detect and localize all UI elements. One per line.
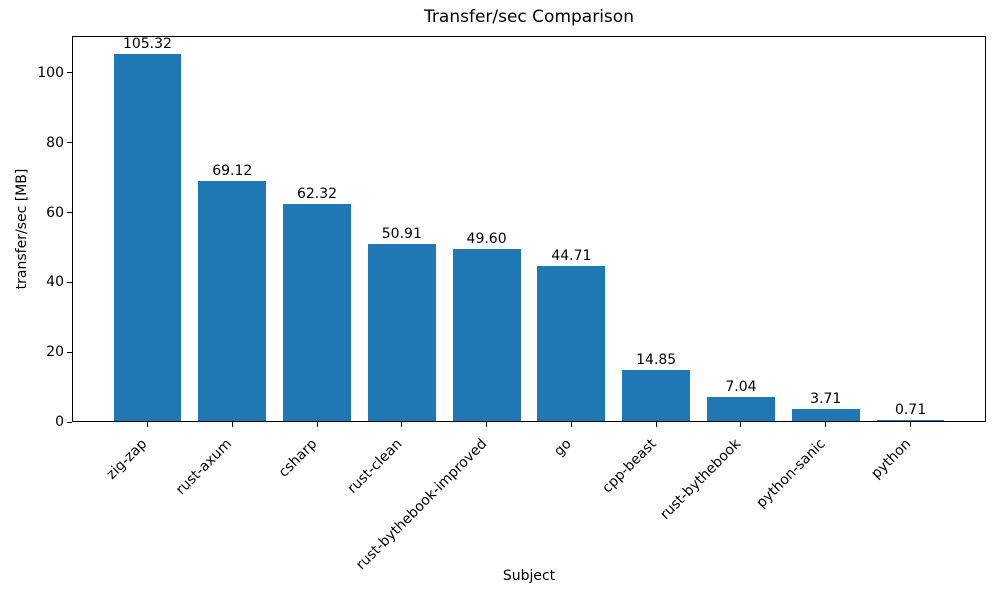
bar-rust-clean: [367, 244, 436, 421]
bar-value-label: 0.71: [894, 401, 927, 418]
y-tick-label: 20: [46, 344, 64, 361]
x-tick-mark: [910, 422, 912, 427]
x-tick-label-go: go: [551, 435, 575, 460]
x-tick-mark: [570, 422, 572, 427]
x-tick-label-rust-axum: rust-axum: [173, 435, 236, 499]
bar-value-label: 14.85: [636, 352, 677, 369]
x-tick-mark: [316, 422, 318, 427]
bar-python: [876, 419, 945, 421]
x-tick-label-cpp-beast: cpp-beast: [599, 435, 660, 497]
y-tick-label: 60: [46, 204, 64, 221]
bar-value-label: 62.32: [296, 186, 338, 203]
x-tick-mark: [740, 422, 742, 427]
bar-csharp: [283, 204, 351, 421]
y-tick-mark: [67, 212, 72, 214]
bar-zig-zap: [113, 54, 182, 421]
y-tick-label: 80: [46, 134, 64, 151]
x-tick-mark: [146, 422, 148, 427]
x-tick-label-python: python: [867, 435, 914, 482]
x-tick-mark: [401, 422, 403, 427]
y-tick-label: 40: [46, 274, 64, 291]
y-tick-mark: [67, 351, 72, 353]
x-tick-mark: [655, 422, 657, 427]
chart-title: Transfer/sec Comparison: [424, 7, 634, 27]
x-tick-mark: [825, 422, 827, 427]
y-tick-label: 0: [55, 414, 64, 430]
y-tick-mark: [67, 281, 72, 283]
bar-value-label: 50.91: [381, 226, 422, 243]
x-tick-label-csharp: csharp: [275, 435, 321, 481]
bar-rust-axum: [198, 180, 267, 421]
x-tick-mark: [231, 422, 233, 427]
x-tick-label-python-sanic: python-sanic: [753, 435, 830, 512]
y-axis-label: transfer/sec [MB]: [14, 168, 30, 290]
y-tick-label: 100: [37, 64, 64, 81]
bar-value-label: 69.12: [212, 162, 253, 179]
x-tick-label-rust-clean: rust-clean: [344, 435, 406, 497]
x-axis-label: Subject: [502, 568, 556, 584]
x-tick-mark: [486, 422, 488, 427]
bar-value-label: 105.32: [122, 36, 172, 53]
bar-go: [537, 265, 606, 421]
bar-value-label: 44.71: [551, 247, 592, 264]
bar-python-sanic: [791, 409, 860, 421]
bar-cpp-beast: [622, 370, 691, 421]
y-tick-mark: [67, 421, 72, 423]
bar-rust-bythebook-improved: [452, 248, 521, 421]
x-tick-label-zig-zap: zig-zap: [104, 435, 151, 483]
bar-rust-bythebook: [707, 397, 775, 421]
x-tick-label-rust-bythebook: rust-bythebook: [657, 435, 745, 523]
y-tick-mark: [67, 72, 72, 74]
y-tick-mark: [67, 142, 72, 144]
bar-value-label: 49.60: [466, 230, 507, 247]
bar-value-label: 7.04: [725, 379, 757, 396]
bar-value-label: 3.71: [810, 391, 842, 408]
